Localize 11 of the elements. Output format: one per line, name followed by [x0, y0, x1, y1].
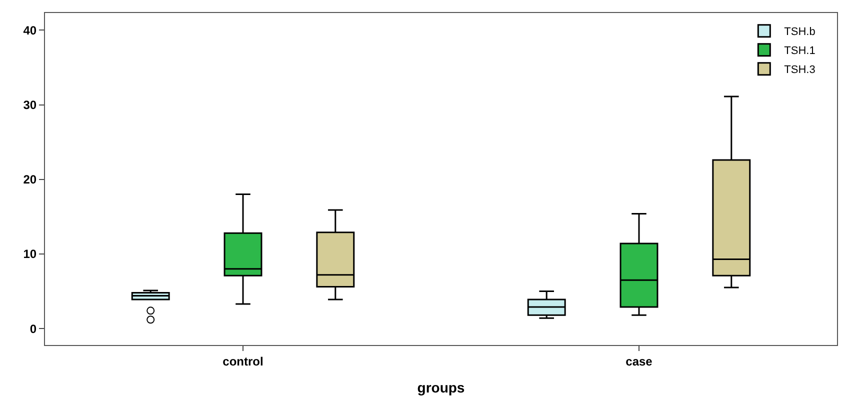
y-tick-label: 30: [23, 98, 37, 112]
x-tick-label: case: [626, 354, 653, 368]
y-tick-label: 10: [23, 247, 37, 262]
legend-label: TSH.1: [784, 45, 816, 58]
y-tick-label: 20: [23, 172, 37, 187]
legend-label: TSH.b: [784, 26, 816, 38]
x-axis-title: groups: [417, 380, 465, 396]
y-tick-label: 40: [23, 23, 37, 38]
legend-label: TSH.3: [784, 64, 816, 76]
y-tick-label: 0: [30, 322, 37, 336]
x-tick-label: control: [222, 354, 264, 368]
